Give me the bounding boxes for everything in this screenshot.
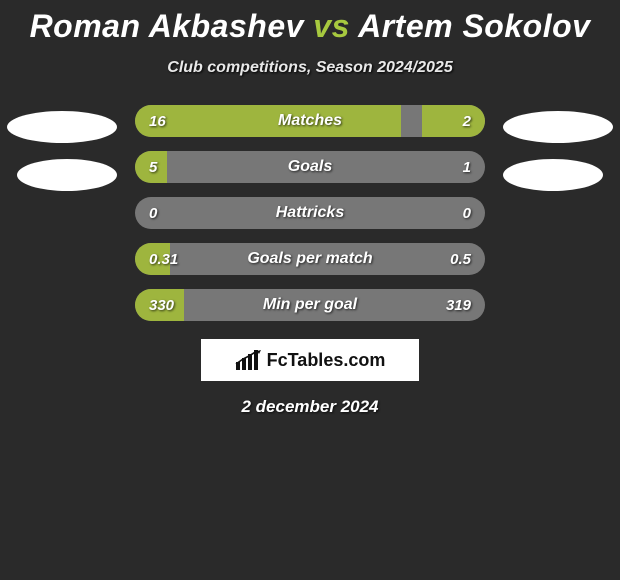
page-title: Roman Akbashev vs Artem Sokolov <box>0 8 620 45</box>
source-logo: FcTables.com <box>201 339 419 381</box>
club-badge-right-1 <box>503 111 613 143</box>
stat-bar-label: Goals per match <box>135 243 485 275</box>
stat-bar: Min per goal330 319 <box>135 289 485 321</box>
stat-bar-value-left: 0.31 <box>149 243 178 275</box>
stat-bar: Goals5 1 <box>135 151 485 183</box>
stat-bars: Matches16 2 Goals5 1 Hattricks0 0 Goals per ma… <box>135 105 485 321</box>
date-text: 2 december 2024 <box>0 397 620 417</box>
club-badge-left-1 <box>7 111 117 143</box>
badge-col-right <box>503 105 613 191</box>
source-logo-text: FcTables.com <box>267 350 386 371</box>
stat-bar-value-left: 0 <box>149 197 157 229</box>
stat-bar: Goals per match0.31 0.5 <box>135 243 485 275</box>
subtitle: Club competitions, Season 2024/2025 <box>0 59 620 77</box>
stat-bar: Hattricks0 0 <box>135 197 485 229</box>
badge-col-left <box>7 105 117 191</box>
stat-bar-value-right: 319 <box>446 289 471 321</box>
club-badge-left-2 <box>17 159 117 191</box>
stat-bar-label: Hattricks <box>135 197 485 229</box>
stat-bar-value-right: 2 <box>463 105 471 137</box>
stat-bar-value-right: 0.5 <box>450 243 471 275</box>
stats-area: Matches16 2 Goals5 1 Hattricks0 0 Goals per ma… <box>0 105 620 321</box>
stat-bar-value-left: 5 <box>149 151 157 183</box>
stat-bar: Matches16 2 <box>135 105 485 137</box>
club-badge-right-2 <box>503 159 603 191</box>
stat-bar-value-right: 0 <box>463 197 471 229</box>
comparison-card: Roman Akbashev vs Artem Sokolov Club com… <box>0 0 620 417</box>
chart-icon <box>235 350 261 370</box>
title-player2: Artem Sokolov <box>358 8 590 44</box>
stat-bar-value-left: 330 <box>149 289 174 321</box>
stat-bar-label: Min per goal <box>135 289 485 321</box>
title-player1: Roman Akbashev <box>30 8 304 44</box>
stat-bar-value-left: 16 <box>149 105 166 137</box>
stat-bar-value-right: 1 <box>463 151 471 183</box>
stat-bar-label: Goals <box>135 151 485 183</box>
stat-bar-label: Matches <box>135 105 485 137</box>
title-vs: vs <box>313 8 350 44</box>
